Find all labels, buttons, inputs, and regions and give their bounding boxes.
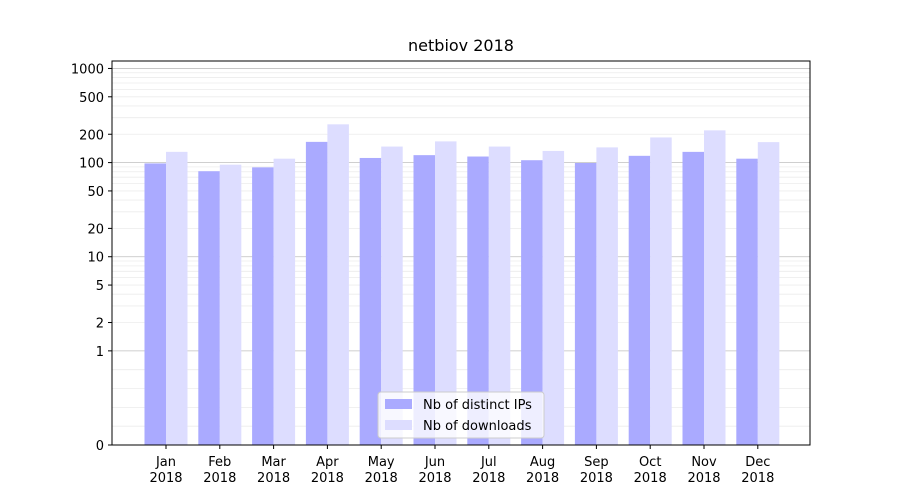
bar-distinct-ips (736, 158, 758, 445)
x-tick-label-year: 2018 (311, 471, 344, 486)
bar-distinct-ips (574, 163, 597, 445)
x-tick-label-month: Sep (584, 455, 609, 470)
x-tick-label-month: Jun (424, 455, 445, 470)
y-tick-label: 100 (79, 157, 104, 172)
bar-distinct-ips (413, 155, 435, 445)
bar-downloads (488, 146, 511, 445)
x-tick-label-month: Oct (639, 455, 661, 470)
bar-distinct-ips (144, 163, 166, 446)
x-tick-label-year: 2018 (365, 471, 398, 486)
x-tick-label-year: 2018 (418, 471, 451, 486)
legend-box (377, 391, 545, 439)
bar-distinct-ips (359, 157, 382, 446)
x-tick-label-year: 2018 (257, 471, 290, 486)
bar-distinct-ips (305, 141, 328, 445)
chart-title: netbiov 2018 (408, 36, 514, 55)
legend-swatch-downloads (385, 420, 412, 430)
x-tick-label-month: Mar (261, 455, 286, 470)
y-axis: 0 1 2 5 10 20 50 100 200 500 1000 (71, 62, 112, 454)
y-tick-label: 50 (87, 185, 104, 200)
legend-swatch-distinct-ips (385, 399, 412, 409)
bar-distinct-ips (467, 156, 489, 446)
bar-downloads (650, 137, 672, 445)
bar-distinct-ips (198, 171, 220, 445)
bars (144, 124, 780, 446)
x-tick-label-year: 2018 (687, 471, 720, 486)
x-tick-label-month: May (368, 455, 395, 470)
x-tick-label-month: Aug (530, 455, 555, 470)
bar-downloads (596, 147, 618, 445)
y-tick-label: 1000 (71, 62, 104, 77)
x-axis: Jan2018Feb2018Mar2018Apr2018May2018Jun20… (149, 445, 774, 486)
y-tick-label: 500 (79, 91, 104, 106)
bar-distinct-ips (521, 160, 543, 445)
plot-area-frame (111, 60, 811, 446)
x-tick-label-year: 2018 (741, 471, 774, 486)
y-tick-label: 10 (87, 251, 104, 266)
bar-downloads (435, 141, 457, 445)
legend-label-distinct-ips: Nb of distinct IPs (423, 398, 532, 413)
legend-label-downloads: Nb of downloads (423, 419, 532, 434)
y-tick-label: 1 (96, 345, 104, 360)
x-tick-label-month: Dec (745, 455, 770, 470)
y-tick-label: 5 (96, 279, 104, 294)
x-tick-label-year: 2018 (203, 471, 236, 486)
bar-downloads (542, 150, 565, 445)
x-tick-label-month: Nov (691, 455, 717, 470)
bar-downloads (381, 146, 403, 445)
bar-distinct-ips (682, 151, 704, 446)
bar-downloads (757, 142, 780, 446)
bar-downloads (704, 130, 726, 445)
x-tick-label-year: 2018 (526, 471, 559, 486)
y-tick-label: 0 (96, 439, 104, 454)
bar-downloads (219, 164, 242, 445)
x-tick-label-month: Feb (208, 455, 231, 470)
bar-downloads (327, 124, 349, 445)
x-tick-label-year: 2018 (472, 471, 505, 486)
x-tick-label-month: Jan (155, 455, 176, 470)
bar-distinct-ips (252, 167, 274, 446)
x-tick-label-year: 2018 (634, 471, 667, 486)
bar-downloads (273, 158, 296, 445)
y-tick-label: 200 (79, 128, 104, 143)
x-tick-label-year: 2018 (580, 471, 613, 486)
bar-downloads (166, 151, 188, 446)
legend: Nb of distinct IPs Nb of downloads (377, 391, 545, 439)
x-tick-label-month: Jul (480, 455, 497, 470)
y-tick-label: 2 (96, 317, 104, 332)
x-tick-label-year: 2018 (149, 471, 182, 486)
bar-distinct-ips (628, 155, 651, 445)
y-tick-label: 20 (87, 222, 104, 237)
x-tick-label-month: Apr (316, 455, 339, 470)
